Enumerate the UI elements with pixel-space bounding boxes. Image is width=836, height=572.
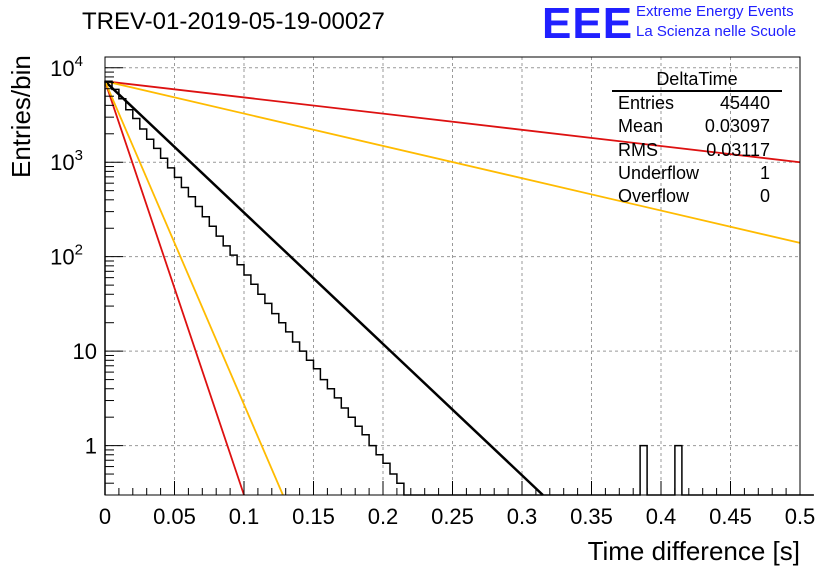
fit-line-4 (104, 80, 801, 244)
fit-line-1 (104, 80, 245, 496)
y-axis-label: Entries/bin (6, 55, 36, 178)
stats-box: DeltaTime Entries 45440 Mean 0.03097 RMS… (612, 68, 782, 214)
fit-line-0 (104, 80, 544, 496)
x-axis-label: Time difference [s] (588, 536, 800, 566)
stats-label: Entries (618, 93, 675, 113)
y-axis-ticks: 1 10 102 103 104 (50, 53, 123, 484)
stats-value: 45440 (719, 93, 770, 113)
logo-line-1: Extreme Energy Events (636, 3, 794, 20)
stats-row-rms: RMS 0.03117 (612, 139, 782, 162)
chart-title: TREV-01-2019-05-19-00027 (82, 8, 385, 35)
x-tick-label: 0.5 (785, 504, 816, 529)
fit-line-2 (104, 80, 801, 164)
stats-label: Underflow (618, 162, 700, 183)
x-tick-label: 0 (99, 504, 111, 529)
x-tick-label: 0.25 (431, 504, 474, 529)
stats-value: 0.03117 (706, 139, 770, 160)
stats-value: 0.03097 (704, 116, 770, 137)
x-tick-label: 0.4 (646, 504, 677, 529)
x-tick-label: 0.2 (368, 504, 399, 529)
x-tick-label: 0.45 (709, 504, 752, 529)
stats-label: RMS (618, 139, 658, 160)
stats-row-underflow: Underflow 1 (612, 162, 782, 185)
stats-row-overflow: Overflow 0 (612, 185, 782, 208)
logo-line-2: La Scienza nelle Scuole (636, 23, 797, 40)
stats-label: Mean (618, 116, 664, 137)
x-tick-label: 0.05 (153, 504, 196, 529)
fit-line-3 (104, 80, 284, 496)
stats-value: 1 (759, 162, 770, 183)
y-tick-label: 1 (85, 434, 97, 459)
y-tick-label: 103 (50, 147, 83, 175)
y-tick-label: 102 (50, 242, 83, 270)
eee-logo: EEE (542, 0, 634, 48)
stats-title: DeltaTime (612, 68, 782, 92)
stats-value: 0 (759, 186, 770, 207)
x-axis-ticks: 0 0.05 0.1 0.15 0.2 0.25 0.3 0.35 0.4 0.45 0.5 (99, 481, 815, 529)
x-tick-label: 0.3 (507, 504, 538, 529)
x-tick-label: 0.1 (229, 504, 260, 529)
x-tick-label: 0.35 (570, 504, 613, 529)
y-tick-label: 10 (73, 339, 97, 364)
stats-row-entries: Entries 45440 (612, 92, 782, 115)
y-tick-label: 104 (50, 53, 83, 81)
x-tick-label: 0.15 (292, 504, 335, 529)
stats-label: Overflow (618, 186, 690, 207)
stats-row-mean: Mean 0.03097 (612, 115, 782, 138)
fit-curves (104, 80, 801, 496)
